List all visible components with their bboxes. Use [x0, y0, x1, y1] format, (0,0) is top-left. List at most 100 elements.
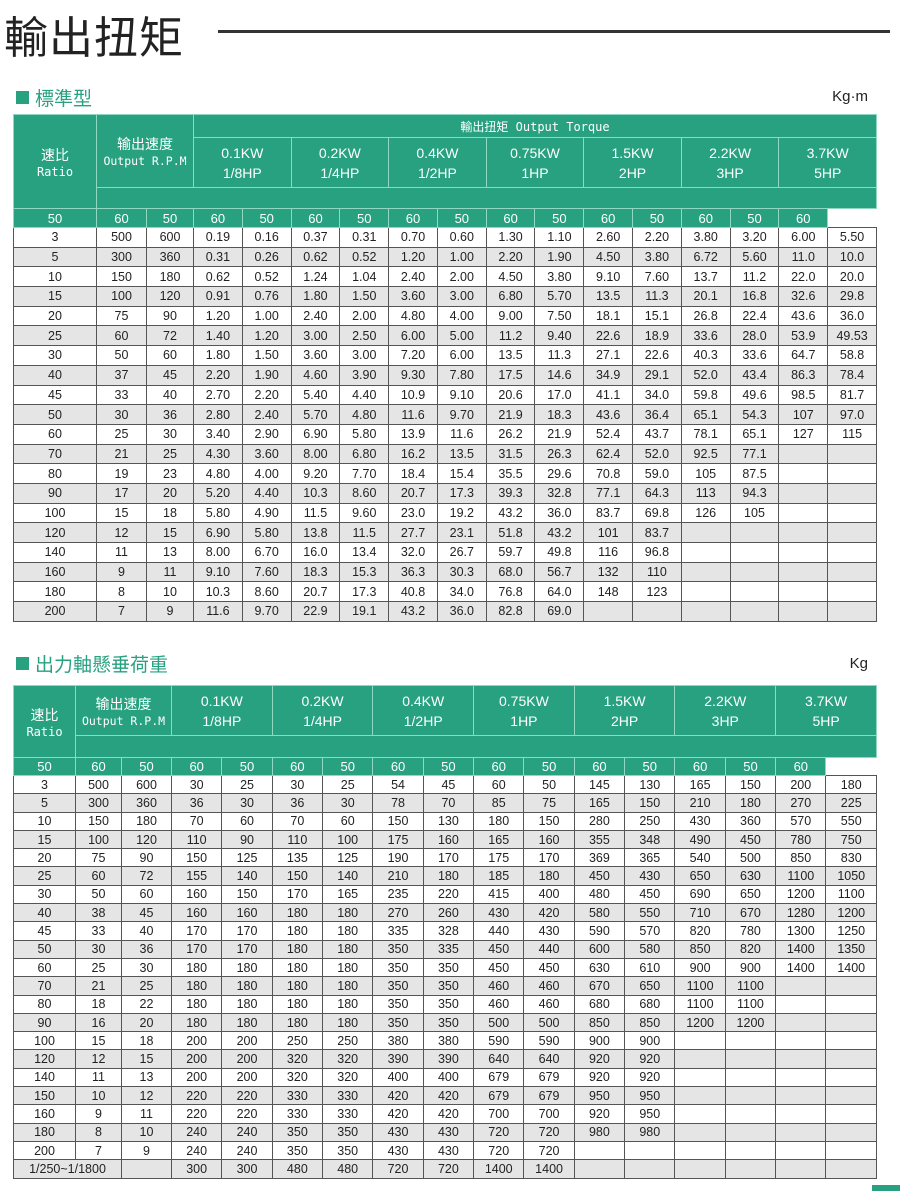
value-cell: 165	[573, 793, 626, 813]
power-kw: 0.1KW	[200, 692, 243, 709]
table-row: 90 17 20 5.20 4.40 10.3 8.60 20.7 17.3 39.3 32.8 77…	[13, 482, 877, 504]
ratio-cell: 120	[13, 1049, 76, 1069]
value-cell: 200	[221, 1031, 273, 1051]
value-cell	[827, 522, 877, 543]
ratio-header-en: Ratio	[36, 164, 74, 179]
value-cell: 2.50	[339, 325, 390, 347]
value-cell	[624, 1140, 676, 1161]
value-cell: 670	[573, 976, 626, 996]
table-row: 140 11 13 8.00 6.70 16.0 13.4 32.0 26.7 59.7 49.8 1…	[13, 542, 877, 563]
value-cell: 240	[170, 1140, 223, 1161]
value-cell: 1400	[775, 957, 827, 978]
value-cell: 240	[221, 1140, 273, 1161]
value-cell	[778, 581, 829, 603]
value-cell: 0.60	[436, 227, 487, 248]
value-cell: 1.20	[193, 305, 243, 327]
value-cell: 22.4	[729, 305, 780, 327]
value-cell: 170	[221, 939, 273, 959]
rpm-header: 输出速度 Output R.P.M	[96, 114, 194, 188]
value-cell: 180	[271, 921, 324, 941]
value-cell	[724, 1104, 777, 1124]
ratio-cell: 10	[13, 811, 76, 831]
value-cell: 365	[624, 848, 676, 868]
value-cell: 430	[372, 1140, 424, 1161]
value-cell: 330	[322, 1104, 374, 1124]
hz-header: 50	[13, 208, 97, 228]
value-cell: 650	[624, 976, 676, 996]
rpm-cell: 13	[121, 1067, 172, 1088]
power-hp: 5HP	[814, 164, 842, 181]
value-cell: 270	[372, 903, 424, 923]
value-cell: 123	[632, 581, 682, 603]
value-cell: 150	[170, 848, 223, 868]
ratio-cell: 140	[13, 1067, 76, 1088]
value-cell: 430	[422, 1122, 475, 1142]
value-cell: 220	[221, 1086, 273, 1106]
value-cell: 4.80	[339, 404, 390, 425]
value-cell: 170	[523, 848, 575, 868]
value-cell: 116	[583, 542, 634, 563]
value-cell: 7.60	[241, 561, 292, 583]
output-torque-group-header: 輸出扭矩 Output Torque	[193, 114, 877, 138]
value-cell: 180	[825, 774, 877, 795]
value-cell: 450	[473, 957, 525, 978]
value-cell: 920	[573, 1049, 626, 1069]
table-row: 45 33 40 170 170 180 180 335 328 440 430 590 570 820 7…	[13, 921, 877, 941]
value-cell: 630	[724, 866, 777, 886]
value-cell: 10.9	[388, 384, 438, 406]
rpm-cell: 60	[96, 325, 147, 347]
ratio-cell: 5	[13, 246, 97, 268]
rpm-cell: 50	[75, 884, 122, 905]
value-cell: 81.7	[827, 384, 877, 406]
value-cell: 300	[221, 1159, 273, 1179]
value-cell: 180	[271, 994, 324, 1014]
value-cell: 160	[523, 829, 575, 850]
value-cell: 720	[473, 1122, 525, 1142]
rpm-cell: 38	[75, 903, 122, 923]
value-cell	[775, 1031, 827, 1051]
rpm-cell: 180	[121, 811, 172, 831]
value-cell: 1250	[825, 921, 877, 941]
table-row: 15 100 120 0.91 0.76 1.80 1.50 3.60 3.00 6.80 5.70…	[13, 286, 877, 307]
power-hp: 1/2HP	[417, 164, 457, 181]
value-cell: 21.9	[534, 423, 585, 445]
value-cell: 369	[573, 848, 626, 868]
value-cell: 41.1	[583, 384, 634, 406]
rpm-cell: 12	[96, 522, 147, 543]
table-row: 160 9 11 9.10 7.60 18.3 15.3 36.3 30.3 68.0 56.7 13…	[13, 561, 877, 583]
value-cell: 4.50	[583, 246, 634, 268]
rpm-cell: 60	[121, 884, 172, 905]
value-cell	[680, 581, 731, 603]
value-cell	[724, 1031, 777, 1051]
value-cell: 170	[170, 921, 223, 941]
rpm-cell: 9	[75, 1104, 122, 1124]
table-row: 30 50 60 1.80 1.50 3.60 3.00 7.20 6.00 13.5 11.3 27…	[13, 345, 877, 366]
value-cell: 180	[322, 957, 374, 978]
value-cell: 10.0	[827, 246, 877, 268]
value-cell: 20.7	[290, 581, 341, 603]
value-cell: 430	[473, 903, 525, 923]
value-cell: 9.70	[436, 404, 487, 425]
table-row: 50 30 36 2.80 2.40 5.70 4.80 11.6 9.70 21.9 18.3 43…	[13, 404, 877, 425]
value-cell	[825, 1012, 877, 1033]
power-kw: 1.5KW	[603, 692, 646, 709]
ratio-cell: 25	[13, 325, 97, 347]
value-cell: 4.40	[339, 384, 390, 406]
value-cell: 30	[322, 793, 374, 813]
value-cell: 210	[674, 793, 726, 813]
rpm-cell: 9	[146, 601, 194, 622]
hz-header: 50	[146, 208, 194, 228]
hz-header: 60	[778, 208, 829, 228]
ratio-cell: 140	[13, 542, 97, 563]
value-cell: 350	[372, 957, 424, 978]
value-cell: 110	[632, 561, 682, 583]
value-cell: 9.40	[534, 325, 585, 347]
power-header: 1.5KW 2HP	[573, 685, 676, 736]
value-cell: 9.20	[290, 463, 341, 484]
value-cell: 165	[322, 884, 374, 905]
value-cell: 6.00	[778, 227, 829, 248]
value-cell	[827, 542, 877, 563]
value-cell: 350	[372, 976, 424, 996]
value-cell: 36.4	[632, 404, 682, 425]
value-cell: 60	[322, 811, 374, 831]
